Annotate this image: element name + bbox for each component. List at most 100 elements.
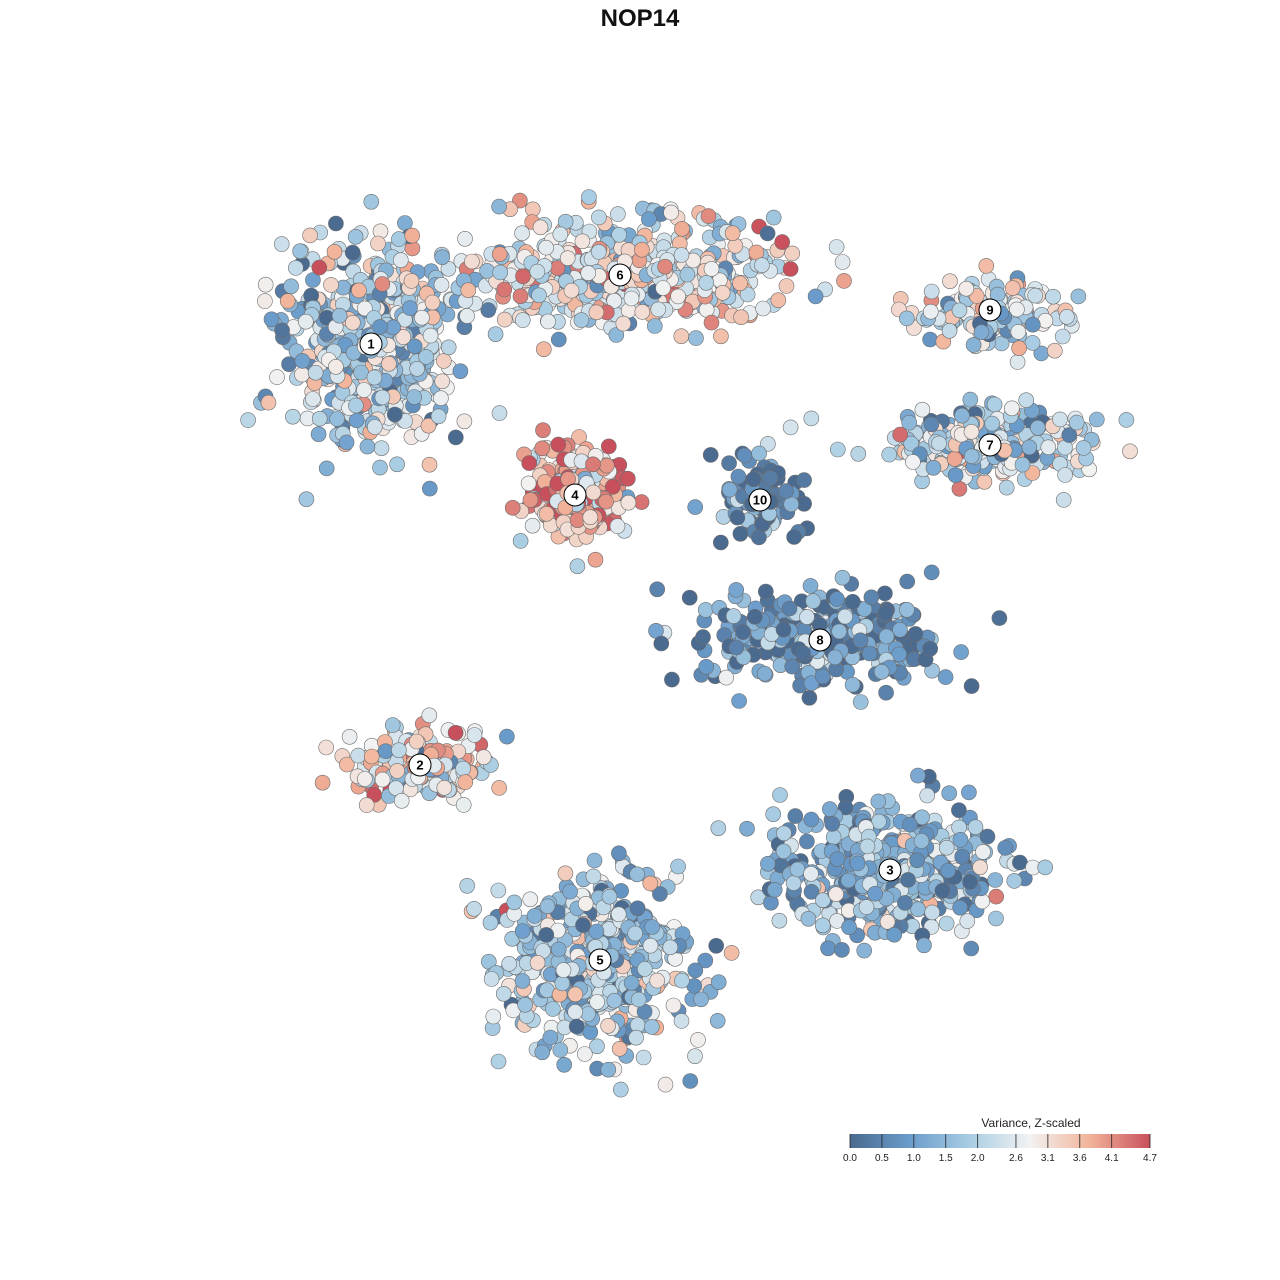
- data-point: [283, 278, 299, 295]
- data-point: [941, 322, 958, 339]
- data-point: [1004, 400, 1020, 417]
- data-point: [766, 881, 783, 898]
- data-point: [1040, 439, 1057, 456]
- data-point: [504, 499, 521, 516]
- data-point: [563, 282, 580, 299]
- data-point: [710, 820, 727, 837]
- data-point: [732, 275, 748, 292]
- data-point: [914, 809, 930, 826]
- data-point: [898, 310, 915, 327]
- data-point: [771, 912, 788, 929]
- data-point: [642, 875, 659, 892]
- data-point: [529, 954, 546, 971]
- data-point: [338, 434, 355, 451]
- data-point: [805, 593, 821, 609]
- data-point: [756, 665, 773, 682]
- data-point: [611, 845, 627, 862]
- data-point: [695, 629, 711, 645]
- cluster-label-text: 5: [596, 953, 603, 968]
- data-point: [886, 926, 903, 943]
- data-point: [799, 833, 815, 850]
- data-point: [849, 855, 866, 872]
- data-point: [923, 283, 940, 300]
- data-point: [496, 281, 513, 298]
- data-point: [408, 733, 425, 750]
- data-point: [657, 1076, 674, 1093]
- data-point: [339, 756, 355, 773]
- data-point: [732, 525, 749, 542]
- data-point: [384, 717, 401, 733]
- data-point: [963, 448, 980, 465]
- cluster-label-10: 10: [748, 488, 772, 512]
- data-point: [867, 885, 884, 902]
- data-point: [698, 658, 715, 675]
- data-point: [878, 684, 894, 701]
- data-point: [725, 608, 742, 624]
- data-point: [655, 280, 671, 296]
- data-point: [687, 1048, 703, 1064]
- data-point: [323, 277, 339, 293]
- data-point: [538, 239, 554, 256]
- data-point: [359, 438, 376, 455]
- data-point: [600, 1061, 617, 1078]
- data-point: [491, 405, 508, 421]
- data-point: [877, 585, 893, 602]
- data-point: [961, 784, 977, 801]
- data-point: [517, 996, 533, 1013]
- data-point: [490, 882, 507, 899]
- data-point: [856, 942, 873, 959]
- data-point: [430, 408, 447, 425]
- data-point: [587, 551, 604, 568]
- data-point: [1070, 288, 1087, 305]
- data-point: [831, 623, 848, 640]
- data-point: [663, 204, 679, 221]
- data-point: [836, 273, 852, 289]
- data-point: [585, 484, 602, 501]
- data-point: [435, 353, 452, 369]
- data-point: [923, 416, 940, 433]
- data-point: [479, 263, 495, 279]
- data-point: [347, 229, 364, 245]
- data-point: [710, 974, 727, 991]
- data-point: [997, 840, 1014, 856]
- data-point: [555, 962, 572, 978]
- data-point: [789, 861, 806, 878]
- data-point: [284, 408, 301, 425]
- data-point: [837, 608, 853, 625]
- cluster-label-text: 9: [986, 303, 993, 318]
- data-point: [642, 937, 659, 954]
- data-point: [582, 1024, 599, 1040]
- data-point: [1045, 288, 1061, 305]
- data-point: [466, 727, 483, 743]
- data-point: [514, 923, 531, 939]
- data-point: [844, 593, 861, 610]
- data-point: [919, 787, 936, 804]
- data-point: [825, 829, 842, 845]
- data-point: [784, 658, 801, 675]
- data-point: [535, 422, 551, 439]
- data-point: [567, 986, 584, 1003]
- data-point: [687, 962, 704, 979]
- data-point: [774, 234, 791, 250]
- data-point: [633, 494, 650, 510]
- data-point: [353, 364, 369, 381]
- data-point: [559, 250, 576, 267]
- data-point: [871, 813, 887, 830]
- data-point: [440, 339, 457, 356]
- data-point: [899, 601, 915, 618]
- data-point: [456, 413, 473, 430]
- data-point: [615, 315, 632, 332]
- data-point: [859, 838, 876, 855]
- data-point: [649, 972, 666, 989]
- data-point: [634, 304, 651, 320]
- data-point: [718, 669, 735, 686]
- data-point: [673, 1013, 690, 1029]
- data-point: [328, 358, 344, 375]
- data-point: [629, 900, 646, 917]
- data-point: [344, 244, 361, 261]
- data-point: [735, 624, 751, 640]
- data-point: [837, 799, 854, 816]
- data-point: [724, 225, 741, 241]
- data-point: [965, 337, 982, 353]
- data-point: [606, 992, 623, 1009]
